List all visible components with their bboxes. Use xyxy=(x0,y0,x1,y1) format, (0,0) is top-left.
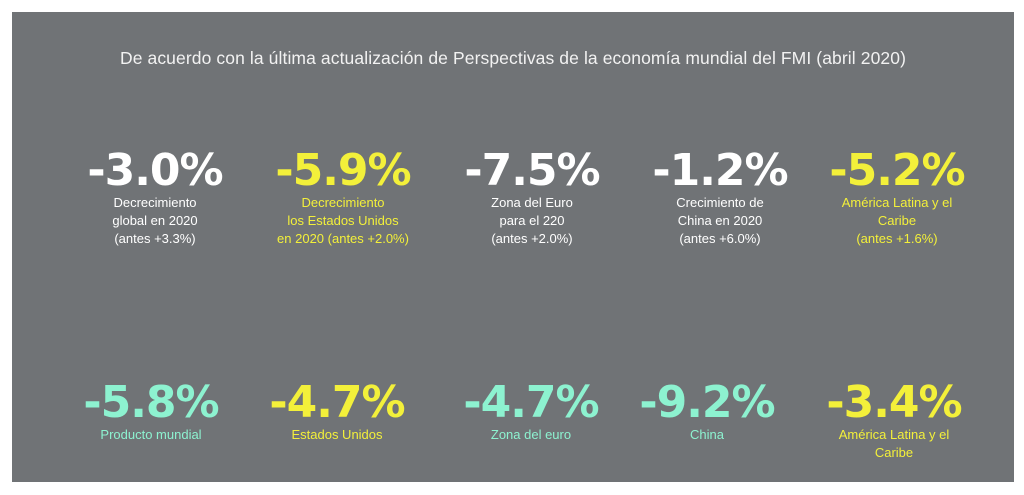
stat-value: -1.2% xyxy=(652,145,788,196)
stat-united-states: -4.7% Estados Unidos xyxy=(242,380,432,444)
stat-global-2020: -3.0% Decrecimiento global en 2020 (ante… xyxy=(60,148,250,248)
stat-description: Decrecimiento global en 2020 (antes +3.3… xyxy=(112,195,198,246)
stat-description: Zona del Euro para el 220 (antes +2.0%) xyxy=(491,195,573,246)
stat-value: -7.5% xyxy=(464,145,600,196)
stat-description: Decrecimiento los Estados Unidos en 2020… xyxy=(277,195,409,246)
stat-world-output: -5.8% Producto mundial xyxy=(56,380,246,444)
stat-us-2020: -5.9% Decrecimiento los Estados Unidos e… xyxy=(248,148,438,248)
headline: De acuerdo con la última actualización d… xyxy=(119,48,907,68)
stat-latin-america: -3.4% América Latina y el Caribe xyxy=(799,380,989,462)
stat-value: -3.4% xyxy=(826,377,962,428)
stat-description: América Latina y el Caribe xyxy=(838,427,950,460)
stat-value: -5.8% xyxy=(83,377,219,428)
stat-description: Crecimiento de China en 2020 (antes +6.0… xyxy=(676,195,764,246)
stat-eurozone-2020: -7.5% Zona del Euro para el 220 (antes +… xyxy=(437,148,627,248)
stat-value: -3.0% xyxy=(87,145,223,196)
stat-value: -5.2% xyxy=(829,145,965,196)
stat-euro-zone: -4.7% Zona del euro xyxy=(436,380,626,444)
stat-description: Producto mundial xyxy=(100,427,202,442)
stat-china: -9.2% China xyxy=(612,380,802,444)
stat-value: -4.7% xyxy=(269,377,405,428)
stat-china-2020: -1.2% Crecimiento de China en 2020 (ante… xyxy=(625,148,815,248)
stat-value: -5.9% xyxy=(275,145,411,196)
stat-value: -4.7% xyxy=(463,377,599,428)
stat-latam-2020: -5.2% América Latina y el Caribe (antes … xyxy=(802,148,992,248)
infographic-panel: De acuerdo con la última actualización d… xyxy=(12,12,1014,482)
stat-description: Estados Unidos xyxy=(291,427,383,442)
stat-description: América Latina y el Caribe (antes +1.6%) xyxy=(841,195,953,246)
stat-value: -9.2% xyxy=(639,377,775,428)
stat-description: China xyxy=(690,427,724,442)
stat-description: Zona del euro xyxy=(490,427,572,442)
